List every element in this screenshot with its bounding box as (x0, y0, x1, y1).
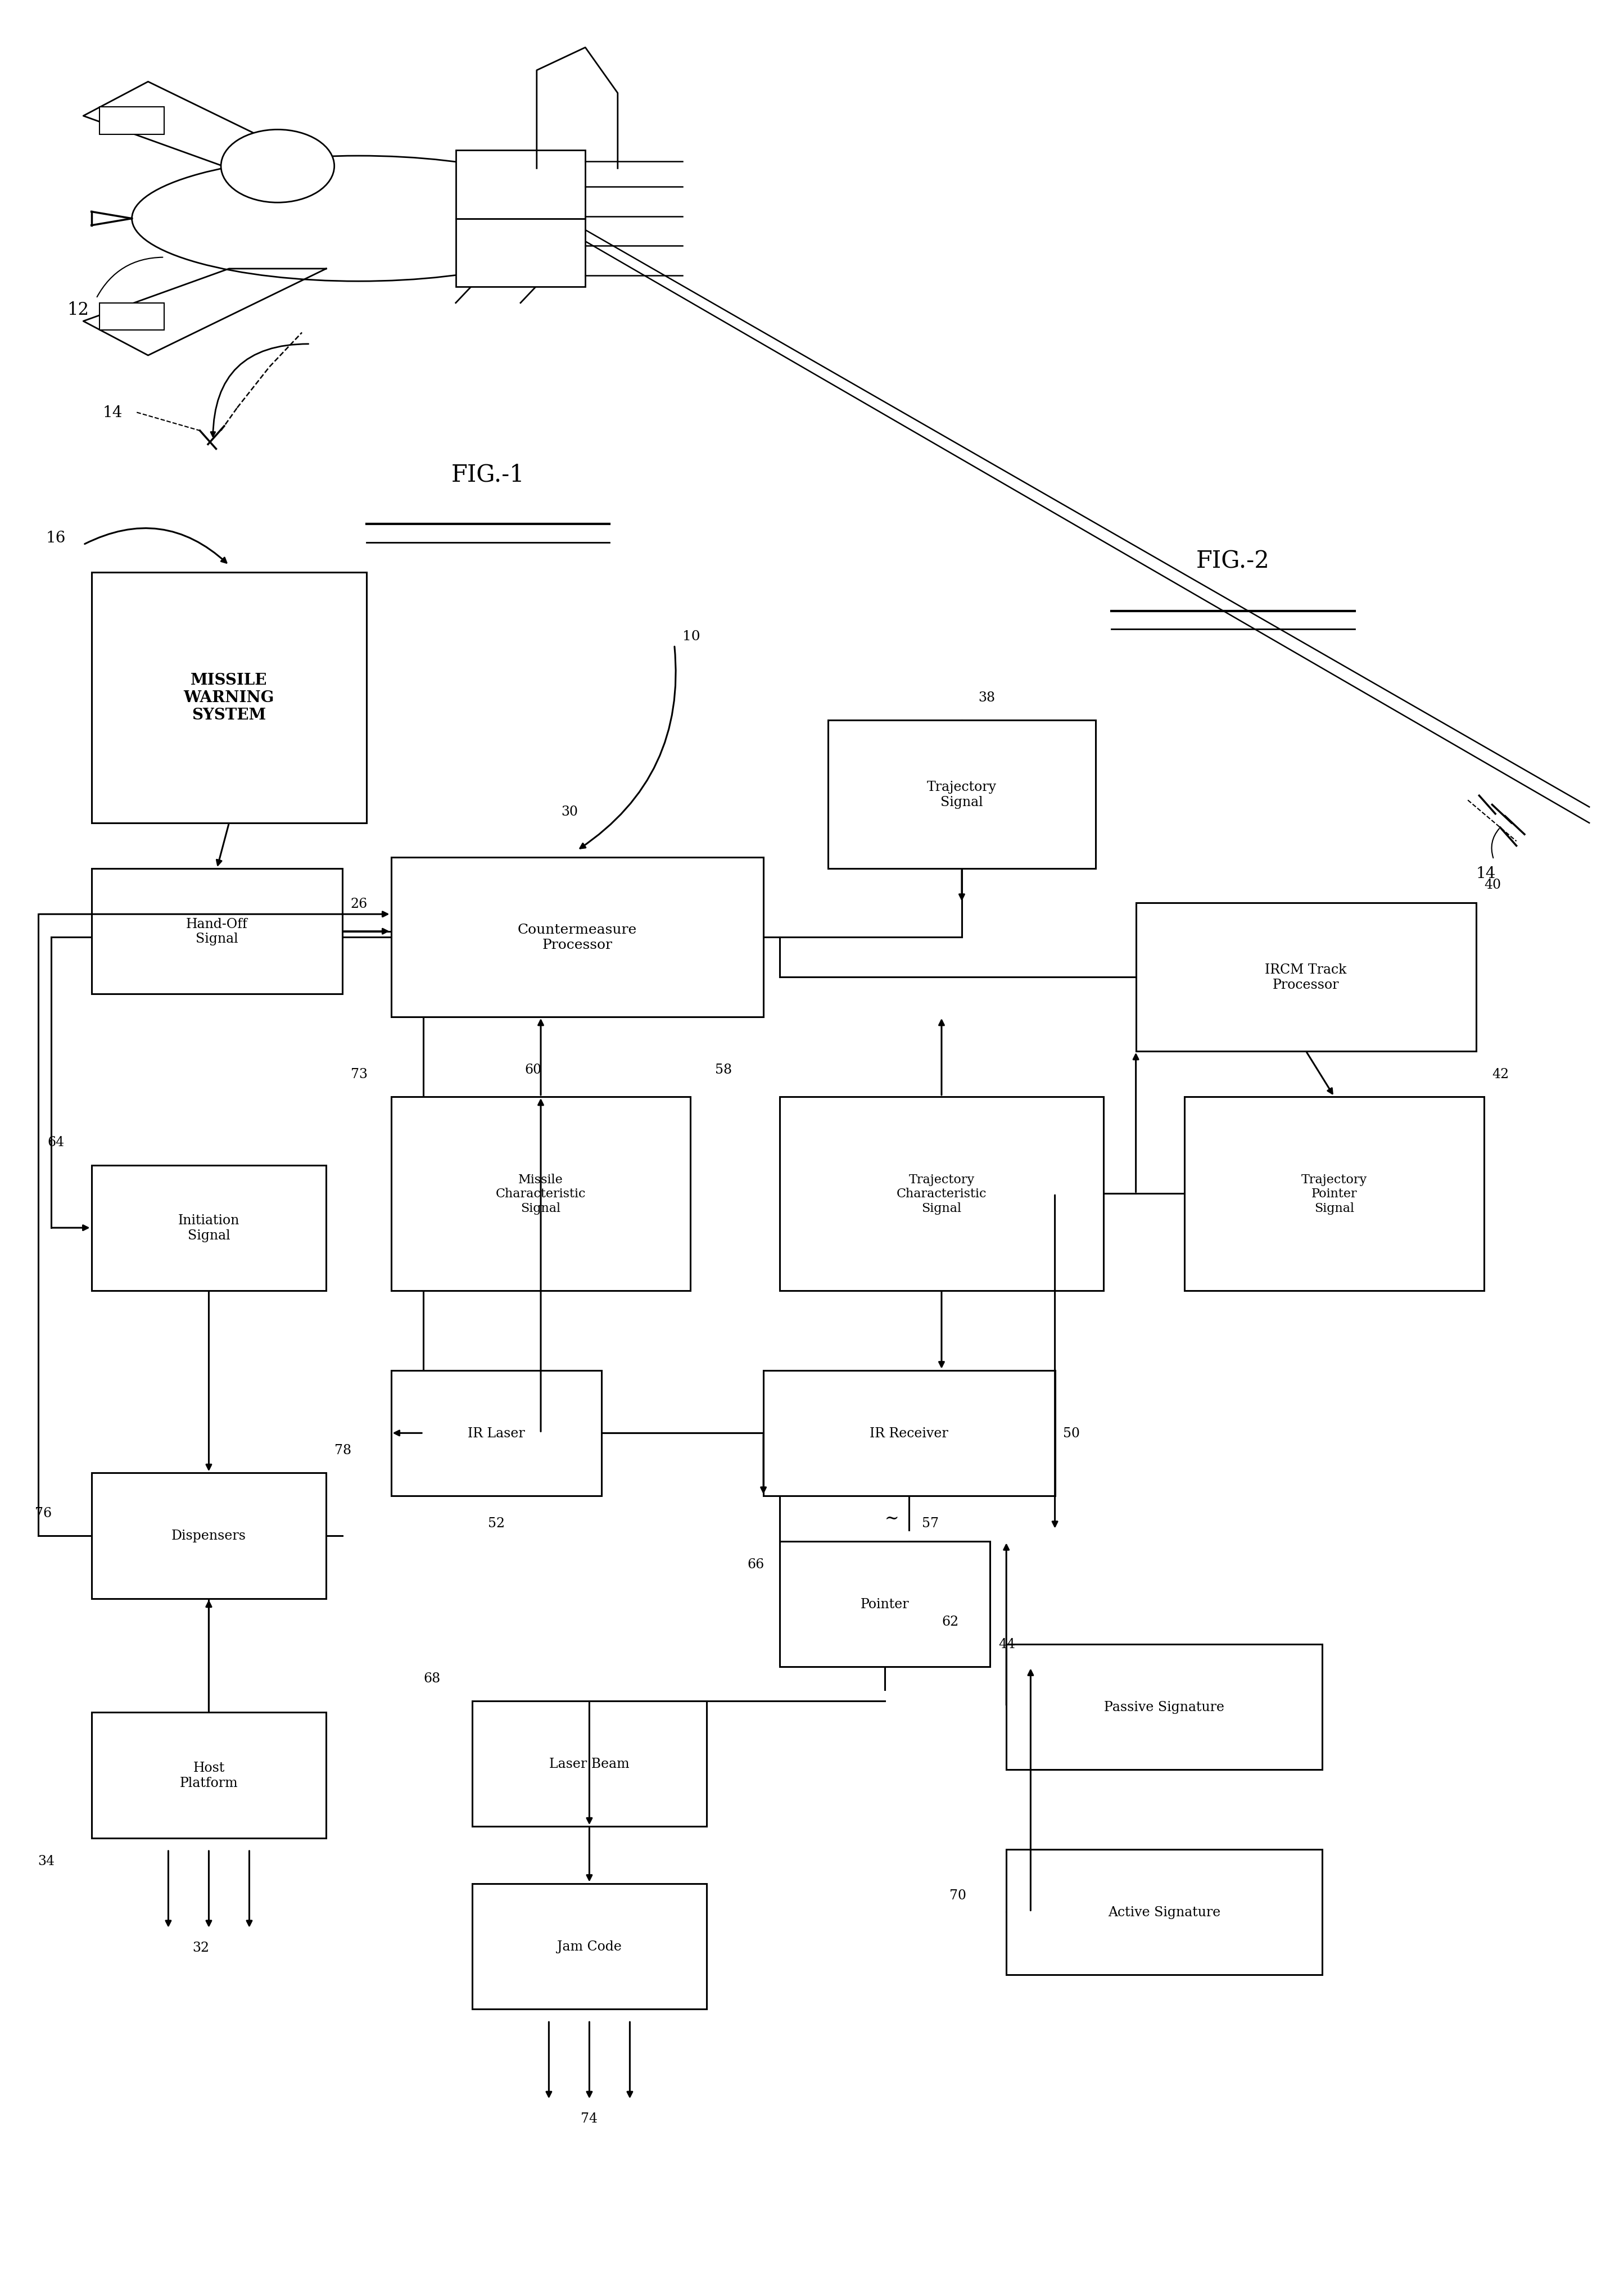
Bar (391, 857, 763, 1017)
Bar (91, 574, 367, 823)
Text: Initiation
Signal: Initiation Signal (179, 1213, 240, 1243)
Text: 38: 38 (978, 692, 996, 704)
Text: ~: ~ (885, 1510, 900, 1526)
Text: IR Laser: IR Laser (468, 1426, 525, 1440)
Ellipse shape (132, 155, 585, 281)
Text: 57: 57 (922, 1517, 939, 1529)
Polygon shape (536, 48, 617, 169)
Bar (91, 1711, 326, 1837)
Text: 52: 52 (489, 1517, 505, 1529)
Polygon shape (83, 82, 326, 169)
Bar (828, 720, 1095, 868)
Bar (763, 1371, 1056, 1497)
Text: MISSILE
WARNING
SYSTEM: MISSILE WARNING SYSTEM (184, 672, 274, 722)
Bar (91, 1474, 326, 1600)
Bar (780, 1542, 991, 1668)
Text: 32: 32 (193, 1940, 209, 1954)
Text: Host
Platform: Host Platform (180, 1762, 239, 1789)
Ellipse shape (221, 130, 335, 203)
Text: 40: 40 (1484, 877, 1501, 891)
Text: 42: 42 (1492, 1067, 1509, 1081)
Text: 12: 12 (67, 302, 89, 320)
Text: 64: 64 (47, 1136, 65, 1149)
Text: Trajectory
Pointer
Signal: Trajectory Pointer Signal (1301, 1174, 1367, 1213)
Bar (780, 1097, 1103, 1291)
Bar (99, 107, 164, 135)
Bar (391, 1371, 601, 1497)
Bar (99, 304, 164, 331)
Text: 30: 30 (560, 804, 578, 818)
Text: Trajectory
Signal: Trajectory Signal (927, 781, 997, 809)
Text: 14: 14 (1476, 866, 1496, 882)
Text: Passive Signature: Passive Signature (1104, 1700, 1224, 1714)
Text: 16: 16 (45, 530, 67, 546)
Text: Active Signature: Active Signature (1108, 1906, 1221, 1919)
Text: 68: 68 (424, 1673, 440, 1684)
Text: IR Receiver: IR Receiver (870, 1426, 948, 1440)
Bar (473, 1883, 706, 2009)
Text: FIG.-1: FIG.-1 (451, 462, 525, 487)
Text: 62: 62 (942, 1615, 958, 1627)
Text: 73: 73 (351, 1067, 367, 1081)
Polygon shape (83, 270, 326, 356)
Bar (473, 1700, 706, 1826)
Text: IRCM Track
Processor: IRCM Track Processor (1265, 964, 1346, 992)
Text: 76: 76 (34, 1506, 52, 1520)
Bar (1135, 903, 1476, 1051)
Bar (391, 1097, 690, 1291)
Bar (1007, 1645, 1322, 1769)
Text: 44: 44 (999, 1638, 1015, 1650)
Text: Hand-Off
Signal: Hand-Off Signal (187, 919, 248, 946)
Text: 10: 10 (682, 631, 700, 642)
Text: Trajectory
Characteristic
Signal: Trajectory Characteristic Signal (896, 1174, 987, 1213)
Text: 58: 58 (715, 1063, 732, 1076)
Text: 60: 60 (525, 1063, 541, 1076)
Text: 14: 14 (102, 404, 123, 420)
Text: Jam Code: Jam Code (557, 1940, 622, 1954)
Text: Countermeasure
Processor: Countermeasure Processor (518, 923, 637, 951)
Text: 26: 26 (351, 898, 367, 912)
Text: FIG.-2: FIG.-2 (1197, 548, 1270, 574)
Text: Pointer: Pointer (861, 1597, 909, 1611)
Text: Dispensers: Dispensers (172, 1529, 247, 1542)
Bar (91, 1165, 326, 1291)
Text: 66: 66 (747, 1558, 765, 1570)
Bar (1007, 1849, 1322, 1974)
Text: 34: 34 (37, 1855, 55, 1867)
Text: Laser Beam: Laser Beam (549, 1757, 630, 1771)
Text: 50: 50 (1064, 1426, 1080, 1440)
Bar (91, 868, 343, 994)
Text: 78: 78 (335, 1444, 351, 1458)
Text: 74: 74 (581, 2111, 598, 2125)
Text: 70: 70 (950, 1887, 966, 1901)
Bar (456, 151, 585, 219)
Bar (1184, 1097, 1484, 1291)
Bar (456, 219, 585, 288)
Text: Missile
Characteristic
Signal: Missile Characteristic Signal (495, 1174, 586, 1213)
